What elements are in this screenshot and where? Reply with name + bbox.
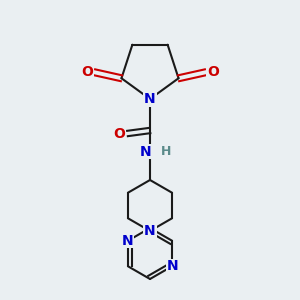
Text: O: O [207,65,219,79]
Text: O: O [81,65,93,79]
Text: N: N [144,92,156,106]
Text: N: N [122,234,134,248]
Text: N: N [166,259,178,273]
Text: H: H [161,145,172,158]
Text: N: N [144,224,156,238]
Text: N: N [140,145,151,158]
Text: O: O [113,127,125,140]
